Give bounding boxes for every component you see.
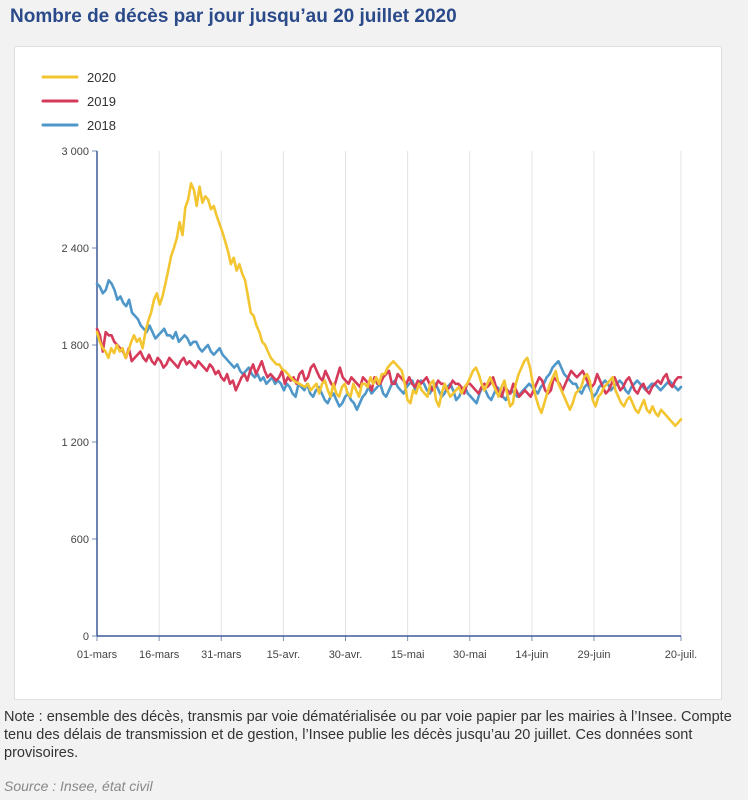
x-tick-label: 30-avr. [329,649,363,661]
y-tick-label: 1 800 [61,340,89,352]
x-tick-label: 16-mars [139,649,180,661]
x-tick-label: 29-juin [578,649,611,661]
y-tick-label: 3 000 [61,146,89,158]
x-tick-label: 15-mai [391,649,425,661]
series-line-2019 [95,327,683,399]
x-tick-label: 31-mars [201,649,242,661]
series-line-2020 [95,182,683,428]
chart-note: Note : ensemble des décès, transmis par … [4,709,732,761]
y-tick-label: 600 [71,534,89,546]
x-tick-label: 15-avr. [267,649,301,661]
legend-label-2018: 2018 [87,118,116,133]
y-tick-label: 0 [83,631,89,643]
chart-card: 01-mars 16-mars 31-mars 15-avr. 30-avr. 15-ma… [14,46,722,700]
chart-source: Source : Insee, état civil [4,778,153,794]
chart-title: Nombre de décès par jour jusqu’au 20 jui… [10,6,457,27]
legend-label-2020: 2020 [87,70,116,85]
line-chart: 01-mars 16-mars 31-mars 15-avr. 30-avr. 15-ma… [41,70,697,661]
y-tick-label: 1 200 [61,437,89,449]
x-tick-label: 01-mars [77,649,118,661]
legend-label-2019: 2019 [87,94,116,109]
x-tick-label: 30-mai [453,649,487,661]
series-line-2018 [95,279,683,412]
x-tick-label: 20-juil. [665,649,697,661]
x-tick-label: 14-juin [515,649,548,661]
y-tick-label: 2 400 [61,243,89,255]
